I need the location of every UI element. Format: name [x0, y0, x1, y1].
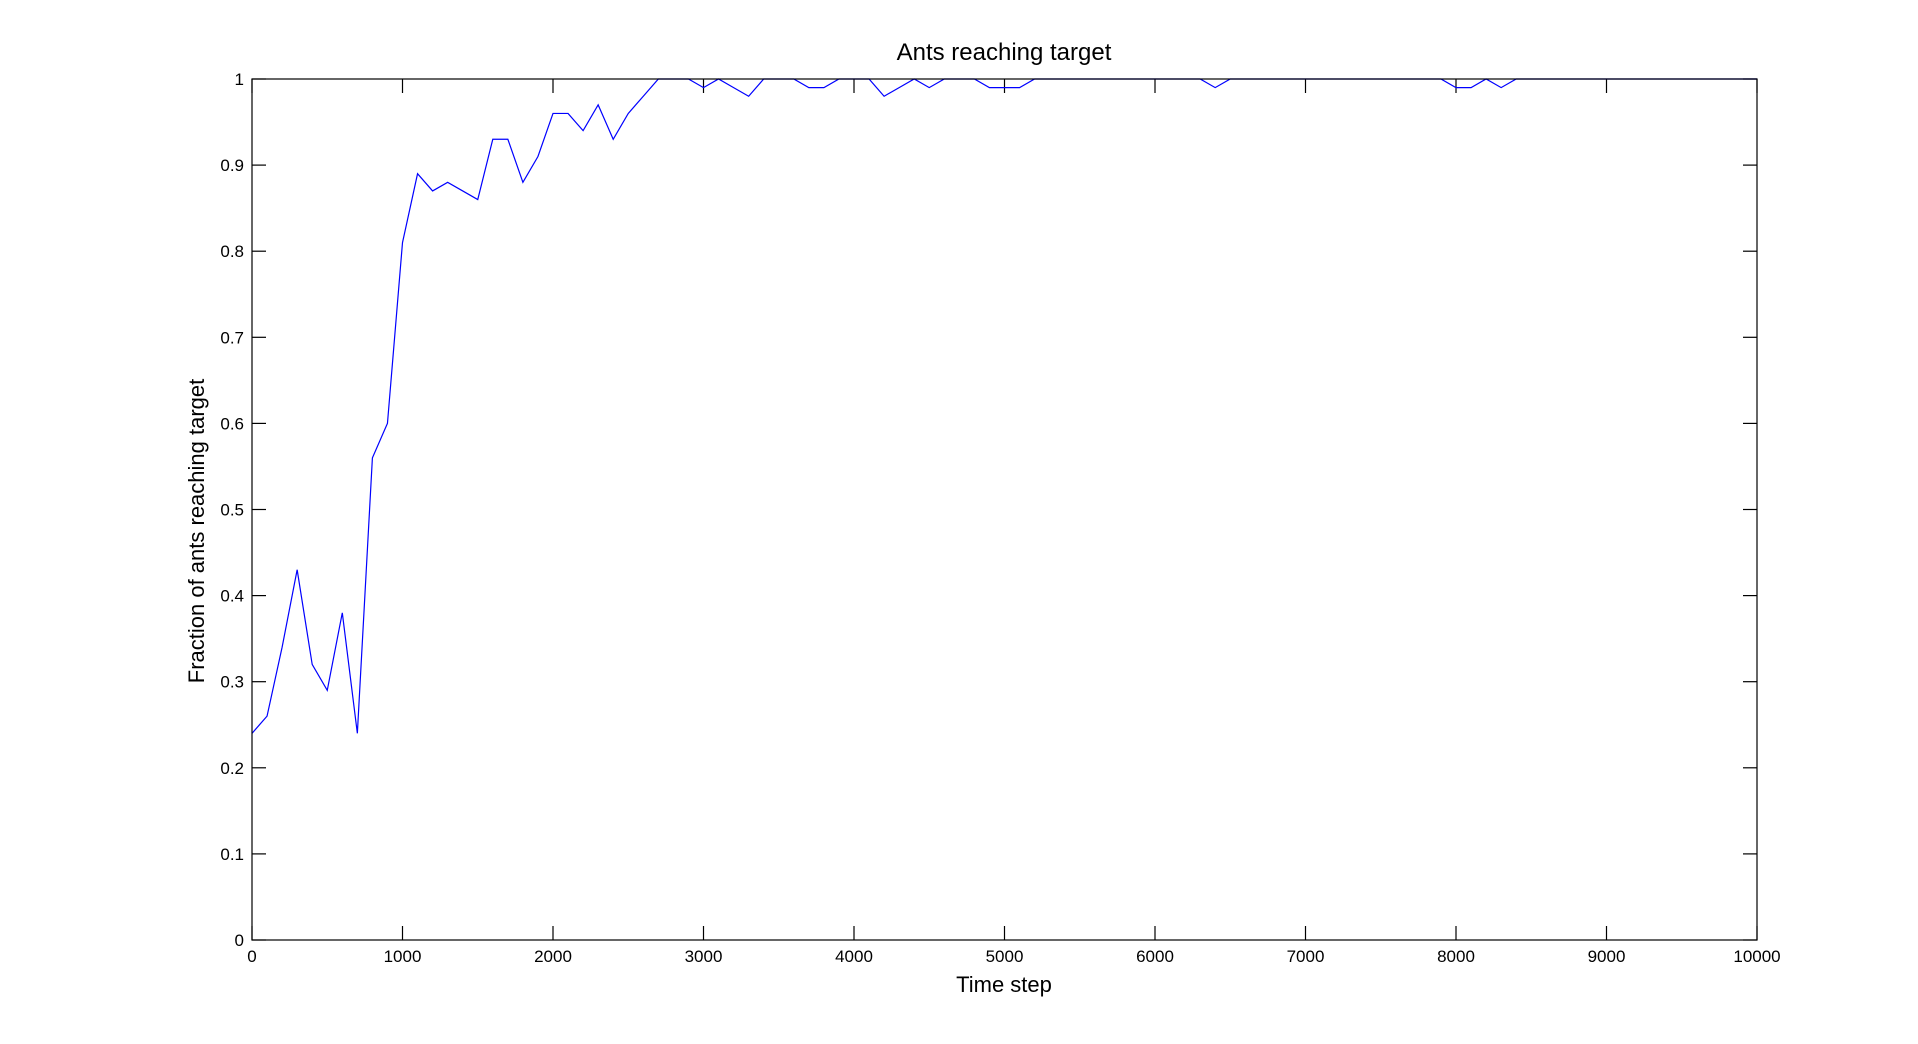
- x-tick-label: 4000: [835, 947, 873, 966]
- x-tick-label: 2000: [534, 947, 572, 966]
- axes-box: [251, 78, 1758, 941]
- plot-area: [252, 79, 1757, 940]
- y-tick-label: 0.1: [220, 845, 244, 864]
- x-tick-label: 8000: [1437, 947, 1475, 966]
- series-line: [251, 78, 1757, 734]
- y-tick-label: 0: [235, 931, 244, 950]
- y-tick-label: 0.5: [220, 501, 244, 520]
- x-tick-label: 5000: [986, 947, 1024, 966]
- y-axis-title: Fraction of ants reaching target: [184, 379, 209, 684]
- x-axis-title: Time step: [956, 972, 1052, 997]
- chart-title: Ants reaching target: [897, 39, 1112, 66]
- x-tick-label: 10000: [1733, 947, 1780, 966]
- tick-labels: 0 1000 2000 3000 4000 5000 6000 7000 8000 9000 100…: [220, 70, 1780, 966]
- x-tick-label: 1000: [384, 947, 422, 966]
- y-tick-label: 1: [235, 70, 244, 89]
- y-tick-label: 0.8: [220, 242, 244, 261]
- y-tick-label: 0.7: [220, 328, 244, 347]
- x-tick-label: 3000: [685, 947, 723, 966]
- x-tick-label: 6000: [1136, 947, 1174, 966]
- y-tick-label: 0.3: [220, 673, 244, 692]
- x-tick-label: 7000: [1287, 947, 1325, 966]
- y-tick-label: 0.9: [220, 156, 244, 175]
- y-tick-label: 0.4: [220, 587, 244, 606]
- y-tick-label: 0.6: [220, 414, 244, 433]
- x-tick-label: 9000: [1588, 947, 1626, 966]
- x-tick-label: 0: [247, 947, 256, 966]
- y-tick-label: 0.2: [220, 759, 244, 778]
